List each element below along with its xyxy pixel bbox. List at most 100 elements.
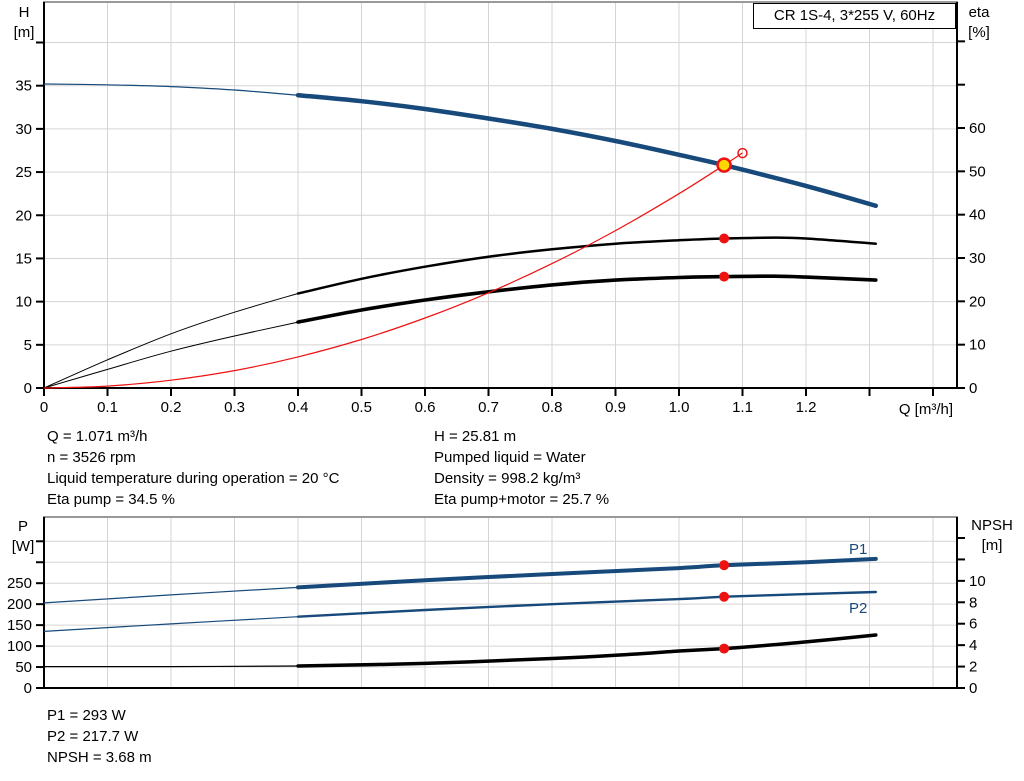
tick-label-right: 0 [969,380,977,397]
tick-label-left: 0 [24,380,32,397]
tick-label-x: 0.8 [542,399,563,416]
tick-label-left: 0 [24,680,32,697]
eta-pump-curve-thin [43,293,299,389]
tick-label-x: 1.0 [669,399,690,416]
tick-label-right: 0 [969,680,977,697]
info-line-p1: P1 = 293 W [47,707,126,724]
tick-label-left: 50 [15,659,32,676]
info-line-speed: n = 3526 rpm [47,449,136,466]
tick-label-x: 1.1 [732,399,753,416]
tick-label-left: 25 [15,164,32,181]
series-eta-pump-curve [43,236,878,389]
series-eta-pump-motor-curve [43,274,878,389]
tick-label-right: 60 [969,120,986,137]
tick-label-x: 0.1 [97,399,118,416]
info-line-npsh: NPSH = 3.68 m [47,749,152,766]
tick-label-right: 10 [969,337,986,354]
p1-curve-thick [296,556,878,590]
system-curve [43,152,743,389]
p-axis-label-line2: [W] [11,538,35,555]
p1-series-label: P1 [849,541,868,558]
tick-label-left: 10 [15,294,32,311]
tick-label-x: 0.3 [224,399,245,416]
tick-label-right: 30 [969,250,986,267]
series-p2-curve [43,590,877,632]
plot-frame [43,1,958,389]
head-eta-chart: 0 5 10 15 20 25 30 35 0 10 20 30 40 50 60 0 0.1 0.2 0.3 0.4… [15,1,986,416]
info-line-q: Q = 1.071 m³/h [47,428,148,445]
tick-label-left: 15 [15,250,32,267]
tick-label-right: 4 [969,637,977,654]
tick-label-left: 5 [24,337,32,354]
tick-label-x: 0.4 [288,399,309,416]
p2-series-label: P2 [849,600,868,617]
p1-point [719,560,730,571]
h-axis-label: H [m] [4,3,44,43]
info-line-head: H = 25.81 m [434,428,517,445]
tick-label-right: 40 [969,207,986,224]
eta-axis-label-line1: eta [968,4,990,21]
p-axis-label-line1: P [17,518,28,535]
tick-label-x: 0.9 [605,399,626,416]
duty-info-right: H = 25.81 m Pumped liquid = Water Densit… [434,426,609,510]
p-axis-label: P [W] [2,517,44,557]
axis-ticks: 0 5 10 15 20 25 30 35 0 10 20 30 40 50 60 0 0.1 0.2 0.3 0.4… [15,40,986,416]
power-info-panel: P1 = 293 W P2 = 217.7 W NPSH = 3.68 m [47,705,152,768]
p2-curve-thin [43,616,299,632]
chart-title-box: CR 1S-4, 3*255 V, 60Hz [753,3,956,29]
h-axis-label-line1: H [18,4,30,21]
requested-duty-point [737,147,748,159]
eta-pump-motor-curve-thin [43,321,299,389]
p2-curve-thick [296,590,877,618]
info-line-temperature: Liquid temperature during operation = 20… [47,470,340,487]
eta-pump-motor-point [719,271,730,282]
tick-label-right: 6 [969,616,977,633]
eta-pump-curve-thick [296,236,878,295]
series-system-curve [43,152,743,389]
tick-label-right: 8 [969,594,977,611]
tick-label-right: 20 [969,293,986,310]
tick-label-x: 0 [40,399,48,416]
axis-ticks: 0 50 100 150 200 250 0 2 4 6 8 10 [7,537,986,697]
tick-label-x: 1.2 [796,399,817,416]
p2-point [719,591,730,602]
tick-label-right: 10 [969,573,986,590]
eta-axis-label: eta [%] [956,3,1002,43]
tick-label-x: 0.2 [161,399,182,416]
tick-label-left: 200 [7,596,32,613]
info-line-eta-pump: Eta pump = 34.5 % [47,491,175,508]
tick-label-left: 100 [7,638,32,655]
tick-label-x: 0.6 [415,399,436,416]
plot-frame [43,516,958,689]
npsh-axis-label: NPSH [m] [962,516,1022,556]
tick-label-x: 0.5 [351,399,372,416]
tick-label-left: 30 [15,121,32,138]
duty-point [716,157,732,173]
power-npsh-chart: 0 50 100 150 200 250 0 2 4 6 8 10 [7,516,986,697]
eta-axis-label-line2: [%] [968,24,990,41]
head-curve-thin [43,83,299,96]
npsh-axis-label-line2: [m] [981,537,1003,554]
gridlines [44,2,957,388]
info-line-liquid: Pumped liquid = Water [434,449,586,466]
npsh-axis-label-line1: NPSH [971,517,1013,534]
npsh-point [719,643,730,654]
info-line-density: Density = 998.2 kg/m³ [434,470,581,487]
series-npsh-curve [43,633,878,668]
series-head-curve [43,83,879,209]
head-curve-thick [295,92,879,209]
tick-label-left: 150 [7,617,32,634]
npsh-curve-thick [296,633,878,668]
tick-label-x: 0.7 [478,399,499,416]
info-line-p2: P2 = 217.7 W [47,728,139,745]
eta-pump-point [719,233,730,244]
duty-info-left: Q = 1.071 m³/h n = 3526 rpm Liquid tempe… [47,426,339,510]
h-axis-label-line2: [m] [13,24,35,41]
q-axis-label: Q [m³/h] [898,401,953,418]
tick-label-left: 250 [7,575,32,592]
series-p1-curve [43,556,878,604]
info-line-eta-pump-motor: Eta pump+motor = 25.7 % [434,491,610,508]
tick-label-right: 50 [969,163,986,180]
tick-label-left: 20 [15,207,32,224]
